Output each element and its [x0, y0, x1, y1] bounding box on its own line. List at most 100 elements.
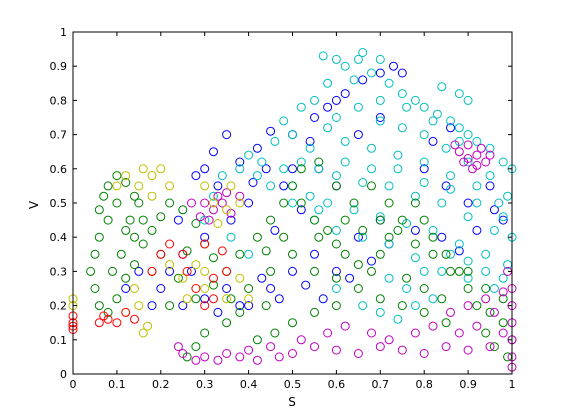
point-green-80 — [121, 225, 131, 235]
point-magenta-39 — [367, 328, 376, 338]
point-cyan-71 — [331, 284, 341, 293]
point-blue-62 — [428, 136, 438, 146]
point-green-104 — [235, 307, 245, 317]
point-blue-66 — [261, 164, 271, 174]
point-cyan-11 — [454, 123, 464, 133]
point-yellow-22 — [112, 181, 122, 191]
point-green-30 — [310, 215, 319, 225]
point-red-7 — [130, 314, 139, 324]
point-cyan-32 — [494, 198, 504, 208]
ticks-layer: 0 0.1 0.2 0.3 0.4 0.5 0.6 0.7 0.8 0.9 1 0 0.1 0.2 0.3 0… — [50, 26, 516, 391]
x-tick-label-7: 0.7 — [372, 378, 390, 391]
point-cyan-42 — [489, 225, 499, 235]
point-green-89 — [358, 225, 368, 235]
point-green-70 — [331, 181, 341, 191]
point-blue-58 — [437, 232, 447, 242]
point-yellow-18 — [138, 328, 148, 338]
point-magenta-38 — [340, 321, 350, 331]
y-tick-label-9: 0.9 — [50, 60, 68, 73]
point-magenta-52 — [274, 352, 284, 362]
point-green-44 — [463, 284, 473, 293]
y-tick-label-8: 0.8 — [50, 94, 68, 107]
point-magenta-45 — [489, 307, 499, 317]
point-blue-14 — [147, 301, 157, 311]
point-cyan-19 — [375, 116, 385, 126]
point-yellow-2 — [147, 171, 157, 181]
point-blue-48 — [213, 307, 223, 317]
point-green-96 — [481, 284, 491, 293]
point-green-15 — [138, 239, 148, 249]
point-cyan-30 — [446, 171, 455, 181]
point-yellow-5 — [147, 191, 157, 201]
point-magenta-13 — [222, 188, 232, 198]
point-cyan-37 — [358, 178, 368, 187]
point-magenta-62 — [472, 160, 482, 170]
point-green-17 — [156, 212, 166, 222]
point-green-29 — [296, 198, 306, 208]
y-tick-label-4: 0.4 — [50, 231, 68, 244]
point-red-15 — [165, 239, 175, 249]
point-magenta-42 — [428, 321, 438, 331]
point-yellow-28 — [200, 266, 210, 276]
point-yellow-14 — [191, 260, 201, 270]
point-green-28 — [288, 181, 297, 191]
point-cyan-24 — [485, 171, 495, 181]
point-blue-53 — [318, 294, 328, 304]
point-yellow-23 — [121, 171, 131, 181]
point-cyan-62 — [410, 253, 420, 263]
point-green-36 — [375, 249, 385, 259]
point-magenta-37 — [323, 328, 333, 338]
point-cyan-39 — [410, 191, 420, 201]
point-cyan-93 — [252, 171, 262, 181]
x-tick-label-3: 0.3 — [196, 378, 214, 391]
point-green-92 — [410, 239, 420, 249]
point-cyan-64 — [463, 273, 473, 283]
x-tick-label-2: 0.2 — [152, 378, 170, 391]
point-magenta-9 — [209, 205, 218, 215]
point-magenta-50 — [235, 352, 245, 362]
point-yellow-17 — [134, 301, 144, 311]
point-cyan-4 — [367, 68, 376, 78]
point-magenta-29 — [463, 345, 473, 355]
point-green-4 — [112, 198, 122, 208]
point-magenta-30 — [485, 342, 495, 352]
y-tick-label-10: 1 — [60, 26, 67, 39]
point-magenta-14 — [195, 212, 205, 222]
point-cyan-28 — [393, 150, 403, 160]
point-magenta-44 — [472, 321, 482, 331]
point-magenta-22 — [310, 342, 319, 352]
point-cyan-47 — [305, 191, 315, 201]
point-green-14 — [130, 260, 139, 270]
point-blue-34 — [375, 113, 385, 122]
point-blue-37 — [463, 198, 473, 208]
point-cyan-20 — [397, 123, 407, 133]
point-blue-31 — [323, 102, 333, 112]
point-blue-38 — [485, 181, 495, 191]
point-cyan-60 — [358, 232, 368, 242]
point-blue-27 — [375, 68, 385, 78]
point-magenta-24 — [353, 349, 363, 358]
point-cyan-34 — [296, 157, 306, 167]
point-cyan-98 — [419, 266, 429, 276]
point-blue-59 — [454, 246, 464, 256]
point-blue-28 — [389, 61, 398, 71]
point-yellow-0 — [134, 181, 144, 191]
point-green-38 — [397, 215, 407, 225]
point-red-14 — [156, 249, 166, 259]
point-cyan-74 — [402, 102, 412, 112]
point-green-88 — [340, 215, 350, 225]
point-magenta-56 — [498, 287, 508, 297]
point-blue-12 — [165, 266, 175, 276]
point-green-49 — [288, 249, 297, 259]
point-green-0 — [103, 181, 113, 191]
point-cyan-36 — [331, 171, 341, 181]
point-cyan-89 — [209, 191, 218, 201]
point-cyan-107 — [279, 116, 289, 126]
x-tick-label-0: 0 — [70, 378, 77, 391]
point-cyan-85 — [498, 212, 508, 222]
point-green-105 — [261, 301, 271, 311]
x-tick-label-1: 0.1 — [108, 378, 126, 391]
point-green-18 — [165, 198, 175, 208]
point-cyan-73 — [375, 95, 385, 105]
point-green-51 — [331, 273, 341, 283]
